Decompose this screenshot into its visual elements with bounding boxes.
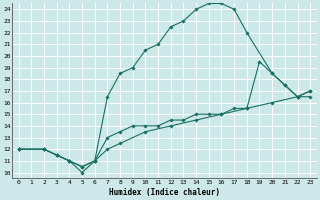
X-axis label: Humidex (Indice chaleur): Humidex (Indice chaleur) [109,188,220,197]
